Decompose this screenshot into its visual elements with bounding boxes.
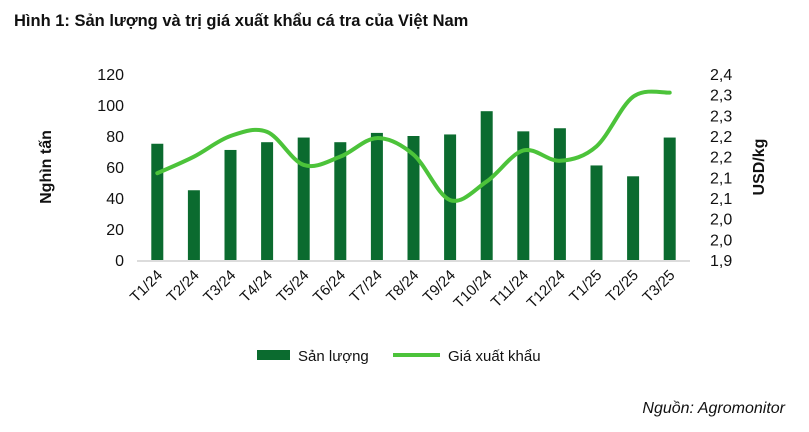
bar-T3-25 — [663, 137, 676, 260]
bar-T8-24 — [407, 136, 420, 260]
x-tick-label: T1/25 — [566, 267, 605, 306]
x-tick-label: T3/24 — [200, 267, 239, 306]
y2-tick-label: 2,2 — [710, 129, 732, 146]
y-tick-label: 100 — [97, 98, 124, 115]
x-tick-label: T7/24 — [347, 267, 386, 306]
y2-tick-label: 1,9 — [710, 253, 732, 270]
chart-title: Hình 1: Sản lượng và trị giá xuất khẩu c… — [14, 12, 469, 30]
y2-tick-label: 2,1 — [710, 170, 732, 187]
bar-T2-24 — [187, 190, 200, 260]
y-tick-label: 60 — [106, 160, 124, 177]
bar-T2-25 — [627, 176, 640, 260]
y2-tick-label: 2,3 — [710, 108, 732, 125]
y-tick-label: 40 — [106, 191, 124, 208]
bar-T5-24 — [297, 137, 310, 260]
bar-T9-24 — [444, 134, 457, 260]
bar-T4-24 — [261, 142, 274, 260]
y-axis-label: Nghìn tấn — [38, 130, 55, 204]
y2-tick-label: 2,0 — [710, 232, 732, 249]
y2-tick-label: 2,4 — [710, 67, 732, 84]
bar-T10-24 — [480, 111, 493, 260]
y-tick-label: 20 — [106, 222, 124, 239]
x-tick-label: T10/24 — [450, 267, 495, 312]
y2-tick-label: 2,0 — [710, 212, 732, 229]
x-tick-label: T2/24 — [164, 267, 203, 306]
x-tick-label: T5/24 — [273, 267, 312, 306]
legend-line-label: Giá xuất khẩu — [448, 348, 541, 365]
y-tick-label: 120 — [97, 67, 124, 84]
bar-T3-24 — [224, 149, 237, 260]
y2-tick-label: 2,2 — [710, 150, 732, 167]
bar-T6-24 — [334, 142, 347, 260]
bar-T1-25 — [590, 165, 603, 260]
bar-T12-24 — [553, 128, 566, 260]
x-tick-label: T12/24 — [524, 267, 569, 312]
x-tick-label: T8/24 — [383, 267, 422, 306]
y-tick-label: 0 — [115, 253, 124, 270]
bar-T7-24 — [370, 132, 383, 260]
x-tick-label: T1/24 — [127, 267, 166, 306]
y2-tick-label: 2,3 — [710, 88, 732, 105]
x-tick-label: T4/24 — [237, 267, 276, 306]
legend-bar-label: Sản lượng — [298, 348, 369, 365]
y2-axis-label: USD/kg — [751, 139, 768, 196]
legend-bar-swatch — [257, 350, 290, 360]
source-note: Nguồn: Agromonitor — [642, 400, 785, 417]
x-tick-label: T2/25 — [603, 267, 642, 306]
x-tick-label: T3/25 — [639, 267, 678, 306]
x-tick-label: T11/24 — [488, 267, 532, 311]
bar-T11-24 — [517, 131, 530, 260]
y2-tick-label: 2,1 — [710, 191, 732, 208]
x-tick-label: T6/24 — [310, 267, 349, 306]
y-tick-label: 80 — [106, 129, 124, 146]
bar-T1-24 — [151, 143, 164, 260]
